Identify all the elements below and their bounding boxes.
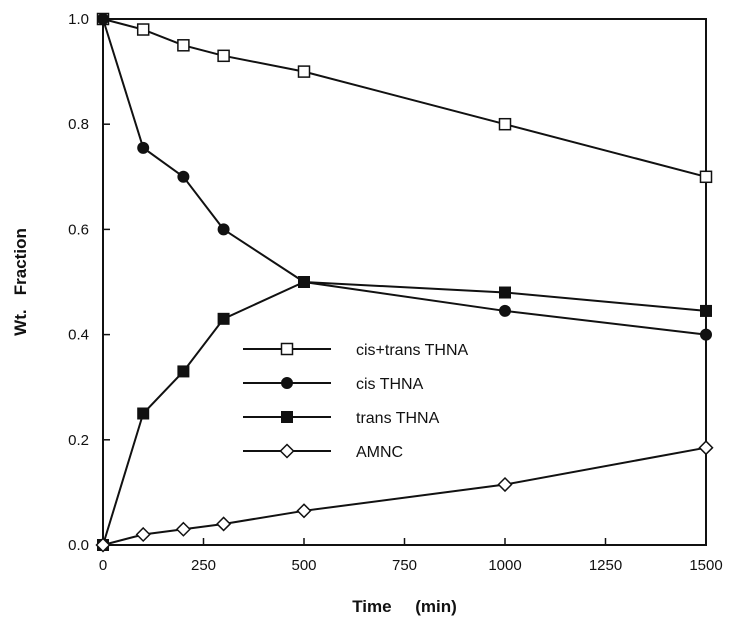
legend-item: trans THNA bbox=[243, 410, 440, 427]
data-point bbox=[217, 223, 230, 236]
data-point bbox=[217, 312, 230, 325]
data-point bbox=[97, 13, 109, 25]
data-point bbox=[698, 440, 714, 456]
series-line bbox=[102, 18, 707, 178]
series-3 bbox=[95, 440, 714, 553]
data-point bbox=[216, 516, 232, 532]
data-point bbox=[136, 23, 150, 36]
data-point bbox=[296, 503, 312, 519]
data-point bbox=[177, 170, 190, 183]
x-axis-title: Time (min) bbox=[352, 597, 457, 616]
data-point bbox=[95, 537, 111, 553]
y-axis-ticks: 0.0 0.2 0.4 0.6 0.8 1.0 bbox=[68, 11, 110, 554]
data-point bbox=[298, 276, 310, 288]
data-point bbox=[700, 304, 712, 317]
data-point bbox=[135, 526, 151, 543]
legend-marker bbox=[280, 342, 294, 356]
data-point bbox=[217, 49, 230, 63]
data-point bbox=[137, 407, 150, 420]
y-tick-label: 0.8 bbox=[68, 116, 89, 133]
series-0 bbox=[96, 12, 713, 184]
legend-item: cis+trans THNA bbox=[243, 342, 469, 359]
data-point bbox=[700, 328, 712, 341]
data-point bbox=[297, 65, 311, 78]
y-tick-label: 0.6 bbox=[68, 221, 89, 238]
legend: cis+trans THNA cis THNA trans THNA AMNC bbox=[243, 342, 469, 461]
x-tick-label: 750 bbox=[392, 557, 417, 574]
data-point bbox=[137, 141, 150, 154]
legend-label: cis THNA bbox=[356, 376, 424, 393]
series-1 bbox=[97, 13, 712, 341]
data-point bbox=[699, 170, 713, 184]
x-tick-label: 1500 bbox=[689, 557, 722, 574]
y-tick-label: 0.0 bbox=[68, 537, 89, 554]
series-line bbox=[102, 446, 707, 546]
data-point bbox=[498, 117, 512, 131]
y-tick-label: 1.0 bbox=[68, 11, 89, 28]
x-tick-label: 500 bbox=[291, 557, 316, 574]
legend-item: cis THNA bbox=[243, 376, 424, 393]
y-tick-label: 0.2 bbox=[68, 432, 89, 449]
legend-label: trans THNA bbox=[356, 410, 440, 427]
x-tick-label: 1250 bbox=[589, 557, 622, 574]
data-point bbox=[499, 286, 511, 299]
y-tick-label: 0.4 bbox=[68, 327, 89, 344]
legend-marker bbox=[279, 443, 295, 459]
data-point bbox=[177, 365, 190, 378]
legend-label: AMNC bbox=[356, 444, 403, 461]
legend-item: AMNC bbox=[243, 443, 403, 461]
x-tick-label: 250 bbox=[191, 557, 216, 574]
legend-marker bbox=[281, 411, 293, 423]
data-point bbox=[177, 39, 190, 52]
legend-marker bbox=[281, 377, 293, 389]
x-tick-label: 0 bbox=[99, 557, 107, 574]
y-axis-title: Wt. Fraction bbox=[11, 228, 30, 336]
data-point bbox=[499, 304, 511, 317]
data-point bbox=[175, 521, 191, 537]
data-point bbox=[497, 476, 513, 493]
series-layer bbox=[95, 12, 714, 553]
x-tick-label: 1000 bbox=[488, 557, 521, 574]
legend-label: cis+trans THNA bbox=[356, 342, 469, 359]
x-axis-ticks: 0 250 500 750 1000 1250 1500 bbox=[99, 538, 723, 574]
